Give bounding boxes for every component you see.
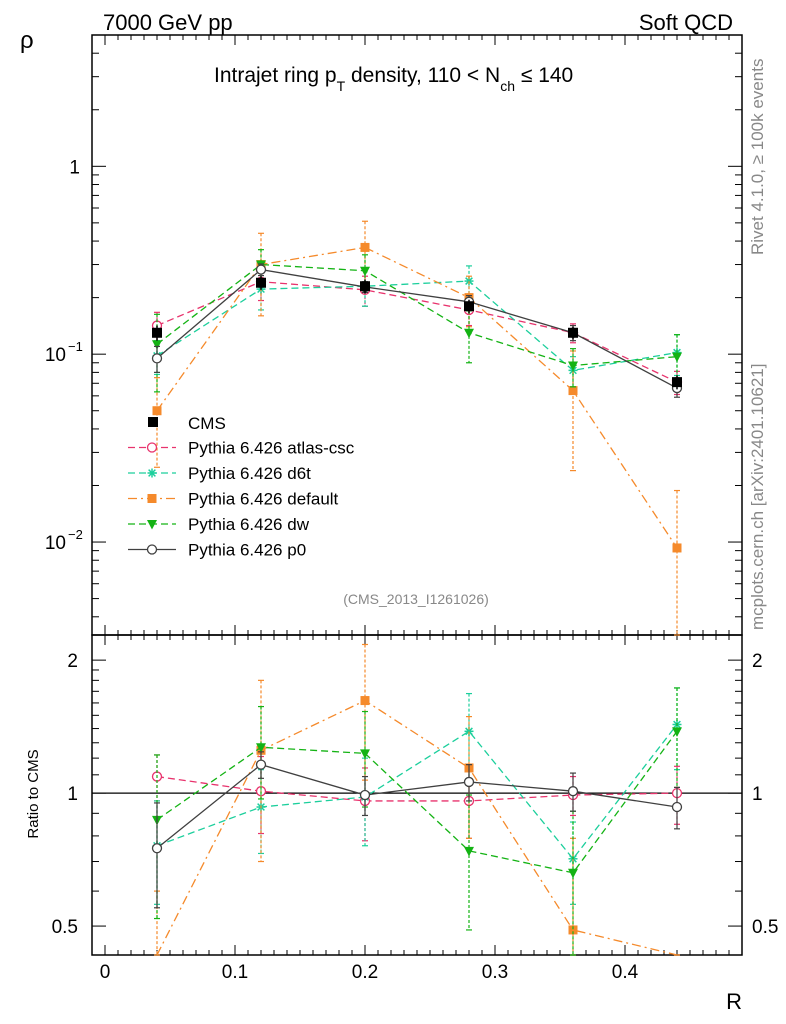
rivet-label: Rivet 4.1.0, ≥ 100k events: [748, 59, 767, 255]
legend-marker-pythia-6-426-d6t-stroke: [148, 469, 156, 477]
x-tick-label: 0: [100, 962, 111, 983]
ratio-y-axis-label: Ratio to CMS: [25, 749, 42, 838]
marker-pythia-6-426-d6t-stroke: [465, 277, 473, 285]
analysis-label: (CMS_2013_I1261026): [343, 591, 489, 607]
legend: CMS Pythia 6.426 atlas-csc Pythia 6.426 d6…: [128, 414, 355, 560]
marker-pythia-6-426-dw: [672, 352, 682, 363]
marker-pythia-6-426-dw: [568, 361, 578, 372]
x-tick-label: 0.3: [482, 962, 508, 983]
data-point: [568, 327, 578, 338]
series-line-pythia-6-426-dw: [156, 263, 678, 367]
data-point: [360, 281, 370, 292]
y-tick-exponent: −2: [68, 527, 83, 542]
ratio-marker-pythia-6-426-p0: [359, 789, 371, 801]
title-sub-1: T: [337, 78, 346, 94]
series-line-pythia-6-426-atlas-csc: [156, 281, 678, 383]
legend-label-pythia-6-426-d6t: Pythia 6.426 d6t: [188, 464, 311, 483]
marker-pythia-6-426-dw: [360, 266, 370, 277]
ratio-marker-pythia-6-426-dw: [464, 846, 474, 857]
ratio-tick-label: 0.5: [52, 917, 78, 938]
ratio-tick-label: 2: [67, 651, 78, 672]
header-category: Soft QCD: [639, 10, 733, 35]
marker-pythia-6-426-dw: [464, 328, 474, 339]
marker-pythia-6-426-default: [152, 406, 162, 416]
legend-marker-pythia-6-426-atlas-csc: [146, 442, 158, 453]
series-line-pythia-6-426-default: [156, 246, 678, 549]
ratio-marker-pythia-6-426-default: [360, 696, 370, 706]
title-part-2: density, 110 < N: [345, 64, 500, 87]
ratio-marker-pythia-6-426-dw: [568, 868, 578, 879]
legend-label-pythia-6-426-default: Pythia 6.426 default: [188, 490, 339, 509]
plot-title: Intrajet ring pT density, 110 < Nch ≤ 14…: [214, 64, 573, 94]
legend-label-pythia-6-426-dw: Pythia 6.426 dw: [188, 515, 310, 534]
ratio-tick-label-right: 1: [752, 784, 763, 805]
mcplots-label: mcplots.cern.ch [arXiv:2401.10621]: [748, 364, 767, 630]
y-tick-label: 1: [69, 157, 80, 178]
series-line-pythia-6-426-d6t: [156, 280, 678, 372]
ratio-marker-pythia-6-426-dw: [672, 727, 682, 737]
title-part-1: Intrajet ring p: [214, 64, 337, 87]
ratio-marker-pythia-6-426-dw: [256, 743, 266, 753]
ratio-marker-pythia-6-426-d6t-stroke: [465, 727, 473, 736]
marker-pythia-6-426-default: [672, 543, 682, 553]
y-tick-exponent: −1: [68, 339, 83, 354]
legend-marker-pythia-6-426-d6t: [147, 468, 157, 478]
legend-marker-pythia-6-426-p0: [146, 544, 158, 555]
title-part-3: ≤ 140: [515, 64, 573, 87]
ratio-series: [92, 643, 742, 956]
marker-pythia-6-426-p0: [151, 353, 163, 364]
main-series: [151, 220, 683, 636]
legend-marker-pythia-6-426-dw: [147, 520, 157, 530]
marker-pythia-6-426-p0: [255, 264, 267, 275]
ratio-line-pythia-6-426-atlas-csc: [156, 775, 678, 802]
ratio-line-pythia-6-426-default: [156, 699, 678, 956]
y-axis-label: ρ: [20, 27, 34, 54]
data-point: [256, 277, 266, 288]
y-tick-label: 10: [45, 345, 66, 366]
y-tick-label: 10: [45, 533, 66, 554]
ratio-tick-label-right: 2: [752, 651, 763, 672]
marker-pythia-6-426-default: [360, 242, 370, 252]
data-point: [672, 377, 682, 388]
data-point: [464, 301, 474, 312]
ratio-marker-pythia-6-426-default: [568, 925, 578, 935]
x-tick-label: 0.4: [612, 962, 639, 983]
data-point: [152, 327, 162, 338]
ratio-line-pythia-6-426-p0: [156, 763, 678, 849]
legend-label-pythia-6-426-p0: Pythia 6.426 p0: [188, 541, 306, 560]
ratio-marker-pythia-6-426-p0: [463, 776, 475, 788]
ratio-line-pythia-6-426-dw: [156, 730, 678, 874]
ratio-marker-pythia-6-426-p0: [151, 843, 163, 854]
ratio-marker-pythia-6-426-p0: [671, 801, 683, 813]
ratio-marker-pythia-6-426-p0: [567, 786, 579, 797]
legend-marker-cms: [148, 417, 158, 427]
legend-label-cms: CMS: [188, 414, 226, 433]
legend-label-pythia-6-426-atlas-csc: Pythia 6.426 atlas-csc: [188, 439, 355, 458]
x-tick-label: 0.2: [352, 962, 378, 983]
x-axis-label: R: [726, 989, 742, 1014]
legend-marker-pythia-6-426-default: [147, 494, 157, 503]
ratio-marker-pythia-6-426-dw: [360, 749, 370, 759]
ratio-line-pythia-6-426-d6t: [156, 724, 678, 860]
title-sub-2: ch: [500, 78, 515, 94]
x-tick-label: 0.1: [222, 962, 248, 983]
ratio-frame: [91, 634, 743, 956]
marker-pythia-6-426-dw: [152, 340, 162, 350]
marker-pythia-6-426-default: [568, 386, 578, 396]
ratio-tick-label-right: 0.5: [752, 917, 778, 938]
header-collision: 7000 GeV pp: [103, 10, 233, 35]
ratio-tick-label: 1: [67, 784, 78, 805]
ratio-marker-pythia-6-426-p0: [255, 759, 267, 770]
series-line-pythia-6-426-p0: [156, 268, 678, 389]
